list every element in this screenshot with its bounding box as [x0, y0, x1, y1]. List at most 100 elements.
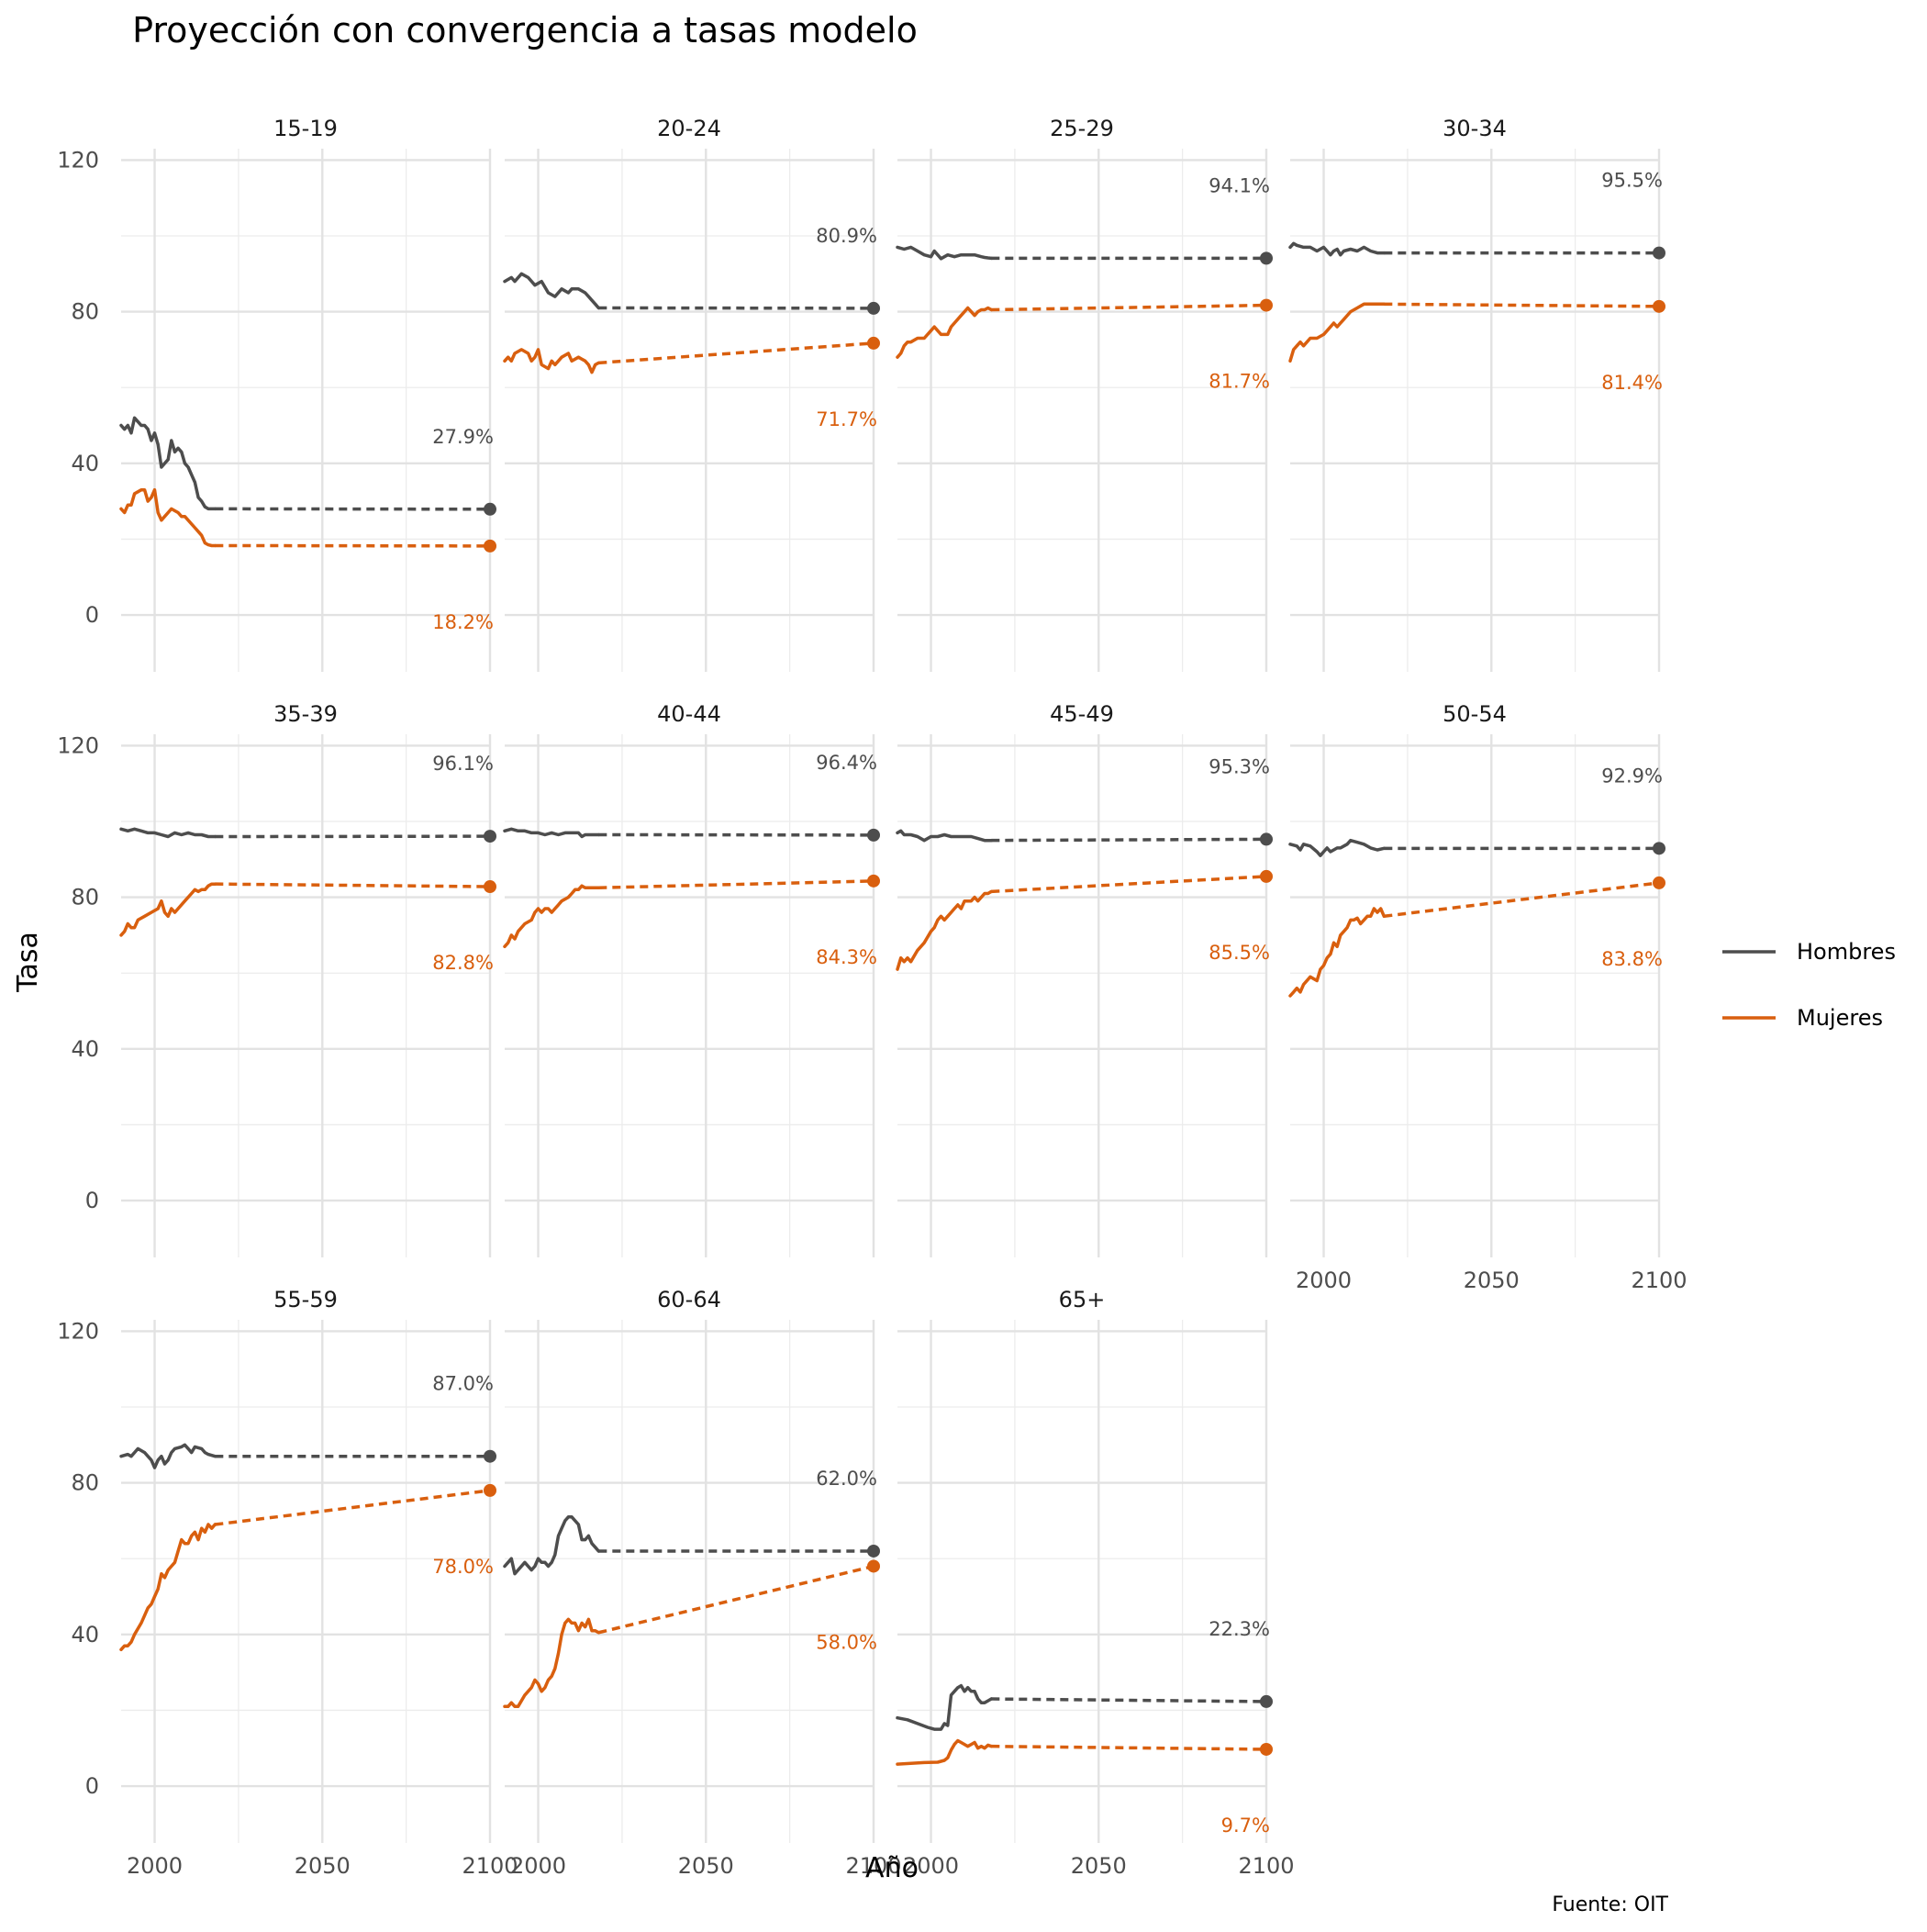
end-label-hombres: 80.9% — [816, 225, 877, 247]
end-label-mujeres: 82.8% — [432, 952, 494, 974]
end-point-mujeres — [1653, 877, 1665, 889]
end-point-mujeres — [867, 1559, 880, 1572]
series-line-mujeres — [897, 308, 991, 358]
projection-line-mujeres — [1384, 304, 1659, 306]
end-point-mujeres — [1260, 299, 1273, 312]
series-line-hombres — [897, 1686, 991, 1730]
y-tick-label: 0 — [85, 1188, 99, 1213]
projection-line-mujeres — [991, 1747, 1266, 1749]
panels-layer: 15-190408012027.9%18.2%20-2480.9%71.7%25… — [57, 116, 1687, 1879]
x-tick-label: 2050 — [678, 1853, 734, 1879]
end-label-hombres: 92.9% — [1601, 765, 1663, 787]
y-tick-label: 0 — [85, 602, 99, 628]
end-point-mujeres — [484, 540, 496, 553]
projection-line-mujeres — [215, 884, 490, 887]
series-line-hombres — [505, 1517, 598, 1574]
panel-65-title: 65+ — [1059, 1287, 1106, 1312]
projection-line-mujeres — [991, 877, 1266, 892]
legend-label-hombres: Hombres — [1797, 939, 1896, 965]
end-point-hombres — [484, 1450, 496, 1463]
series-line-mujeres — [897, 1741, 991, 1765]
series-line-hombres — [505, 274, 598, 307]
end-label-hombres: 22.3% — [1209, 1618, 1270, 1640]
series-line-mujeres — [505, 1619, 598, 1706]
legend-label-mujeres: Mujeres — [1797, 1005, 1883, 1031]
series-line-mujeres — [505, 886, 598, 946]
projection-line-mujeres — [991, 306, 1266, 310]
end-label-mujeres: 85.5% — [1209, 942, 1270, 964]
end-point-hombres — [484, 830, 496, 843]
end-point-hombres — [484, 503, 496, 516]
end-label-mujeres: 9.7% — [1221, 1815, 1270, 1837]
projection-line-mujeres — [598, 343, 874, 363]
x-tick-label: 2000 — [127, 1853, 183, 1879]
end-label-mujeres: 83.8% — [1601, 948, 1663, 970]
end-point-mujeres — [484, 1484, 496, 1497]
end-point-mujeres — [867, 337, 880, 350]
end-label-hombres: 95.5% — [1601, 170, 1663, 192]
end-point-hombres — [867, 829, 880, 842]
series-line-hombres — [505, 829, 598, 836]
y-tick-label: 120 — [57, 147, 99, 173]
y-tick-label: 40 — [71, 1622, 99, 1647]
panel-45-49: 45-49 95.3% 85.5% — [897, 701, 1273, 1257]
series-line-mujeres — [1290, 909, 1384, 996]
end-point-mujeres — [1653, 300, 1665, 313]
series-line-hombres — [897, 247, 991, 258]
y-tick-label: 40 — [71, 1036, 99, 1062]
end-label-hombres: 96.1% — [432, 753, 494, 775]
end-label-mujeres: 78.0% — [432, 1556, 494, 1578]
end-label-mujeres: 18.2% — [432, 611, 494, 633]
panel-50-54-title: 50-54 — [1442, 701, 1507, 727]
panel-60-64-title: 60-64 — [657, 1287, 721, 1312]
projection-line-mujeres — [1384, 883, 1659, 916]
projection-line-hombres — [991, 1699, 1266, 1702]
end-label-hombres: 27.9% — [432, 426, 494, 448]
y-tick-label: 80 — [71, 885, 99, 910]
end-point-mujeres — [484, 880, 496, 893]
legend: Hombres Mujeres — [1722, 939, 1896, 1031]
end-label-mujeres: 58.0% — [816, 1631, 877, 1653]
end-label-hombres: 95.3% — [1209, 755, 1270, 777]
end-label-mujeres: 81.7% — [1209, 371, 1270, 393]
caption-source: Fuente: OIT — [1552, 1893, 1668, 1916]
end-label-hombres: 87.0% — [432, 1373, 494, 1395]
x-tick-label: 2050 — [295, 1853, 351, 1879]
x-tick-label: 2000 — [510, 1853, 566, 1879]
panel-40-44-title: 40-44 — [657, 701, 721, 727]
end-point-hombres — [867, 302, 880, 315]
series-line-mujeres — [121, 1524, 215, 1649]
y-axis-title: Tasa — [12, 932, 44, 993]
projection-line-mujeres — [215, 1491, 490, 1524]
end-point-mujeres — [1260, 870, 1273, 883]
end-label-hombres: 94.1% — [1209, 174, 1270, 196]
panel-45-49-title: 45-49 — [1050, 701, 1114, 727]
end-point-mujeres — [867, 875, 880, 888]
end-point-hombres — [1653, 247, 1665, 260]
end-point-hombres — [1653, 842, 1665, 854]
projection-line-mujeres — [598, 881, 874, 888]
projection-line-mujeres — [598, 1566, 874, 1632]
series-line-hombres — [897, 831, 991, 840]
projection-line-hombres — [991, 839, 1266, 840]
y-tick-label: 0 — [85, 1773, 99, 1799]
panel-20-24-title: 20-24 — [657, 116, 721, 141]
x-tick-label: 2000 — [1296, 1268, 1352, 1293]
end-label-hombres: 96.4% — [816, 752, 877, 774]
series-line-hombres — [121, 829, 215, 836]
end-point-hombres — [1260, 1695, 1273, 1708]
x-tick-label: 2050 — [1071, 1853, 1127, 1879]
x-tick-label: 2100 — [1631, 1268, 1687, 1293]
end-point-hombres — [867, 1545, 880, 1558]
